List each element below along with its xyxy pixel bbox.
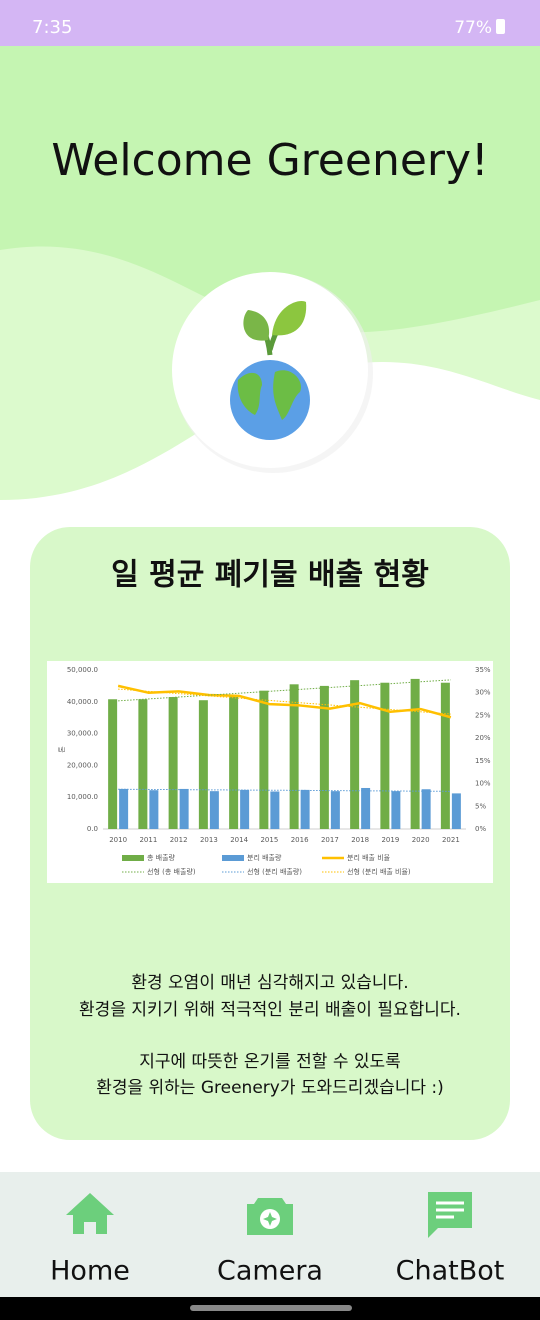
bar bbox=[108, 699, 118, 829]
bar bbox=[240, 789, 250, 829]
bar bbox=[138, 699, 148, 829]
card-text: 지구에 따뜻한 온기를 전할 수 있도록 bbox=[139, 1052, 401, 1072]
y-tick-label: 50,000.0 bbox=[67, 666, 98, 674]
bar bbox=[198, 700, 208, 829]
status-battery: 77% bbox=[454, 18, 492, 38]
x-tick-label: 2010 bbox=[109, 836, 127, 844]
x-tick-label: 2020 bbox=[412, 836, 430, 844]
nav-label[interactable]: ChatBot bbox=[396, 1256, 505, 1287]
bar bbox=[119, 788, 129, 829]
sprout-leaf bbox=[243, 310, 270, 341]
card-title: 일 평균 폐기물 배출 현황 bbox=[111, 558, 429, 593]
status-time: 7:35 bbox=[32, 17, 72, 38]
bar bbox=[451, 793, 461, 829]
nav-camera[interactable]: Camera bbox=[217, 1198, 323, 1287]
y-tick-label: 20,000.0 bbox=[67, 761, 98, 769]
legend-label: 총 배출량 bbox=[147, 853, 176, 862]
y2-tick-label: 30% bbox=[475, 689, 491, 697]
y2-tick-label: 25% bbox=[475, 711, 491, 719]
bar bbox=[361, 787, 371, 829]
chat-lines[interactable] bbox=[436, 1201, 464, 1219]
bar bbox=[391, 791, 401, 829]
bar bbox=[179, 788, 189, 829]
home-icon[interactable] bbox=[66, 1193, 114, 1234]
card-text: 환경을 지키기 위해 적극적인 분리 배출이 필요합니다. bbox=[79, 1000, 461, 1020]
chart: 0.0 10,000.0 20,000.0 30,000.0 40,000.0 50,00… bbox=[58, 666, 491, 876]
bar bbox=[270, 791, 280, 829]
x-tick-label: 2021 bbox=[442, 836, 460, 844]
x-tick-label: 2016 bbox=[291, 836, 309, 844]
x-tick-label: 2014 bbox=[230, 836, 248, 844]
bar bbox=[259, 690, 269, 829]
trend-line bbox=[118, 788, 451, 792]
y2-tick-label: 35% bbox=[475, 666, 491, 674]
y-tick-label: 0.0 bbox=[87, 825, 98, 833]
bar bbox=[229, 695, 239, 829]
bar bbox=[209, 791, 219, 829]
status-bar bbox=[0, 0, 540, 46]
x-tick-label: 2017 bbox=[321, 836, 339, 844]
sprout-leaf bbox=[272, 300, 307, 336]
bar bbox=[300, 789, 310, 829]
x-tick-label: 2019 bbox=[381, 836, 399, 844]
x-tick-label: 2011 bbox=[139, 836, 157, 844]
x-tick-label: 2012 bbox=[170, 836, 188, 844]
bar bbox=[168, 697, 178, 829]
y2-tick-label: 5% bbox=[475, 802, 486, 810]
bar bbox=[330, 791, 340, 829]
y2-tick-label: 15% bbox=[475, 757, 491, 765]
y2-tick-label: 20% bbox=[475, 734, 491, 742]
bar bbox=[350, 680, 360, 829]
camera-star[interactable] bbox=[263, 1212, 277, 1226]
y-tick-label: 30,000.0 bbox=[67, 730, 98, 738]
bar bbox=[410, 678, 420, 829]
earth-land bbox=[237, 370, 301, 420]
legend-swatch bbox=[222, 855, 244, 861]
home-indicator bbox=[190, 1305, 352, 1311]
nav-chatbot[interactable]: ChatBot bbox=[396, 1192, 505, 1287]
bar bbox=[319, 685, 329, 829]
bar bbox=[289, 684, 299, 829]
legend-label: 선형 (분리 배출량) bbox=[247, 867, 302, 876]
y2-tick-label: 0% bbox=[475, 825, 486, 833]
nav-label[interactable]: Camera bbox=[217, 1256, 323, 1287]
card-text: 환경을 위하는 Greenery가 도와드리겠습니다 :) bbox=[96, 1078, 444, 1098]
legend-label: 선형 (분리 배출 비율) bbox=[347, 867, 411, 876]
legend-label: 분리 배출량 bbox=[247, 853, 282, 862]
y-tick-label: 40,000.0 bbox=[67, 698, 98, 706]
header-title: Welcome Greenery! bbox=[51, 135, 488, 186]
battery-icon bbox=[496, 19, 505, 34]
nav-label[interactable]: Home bbox=[50, 1256, 130, 1287]
card-text: 환경 오염이 매년 심각해지고 있습니다. bbox=[131, 973, 408, 993]
x-tick-label: 2015 bbox=[260, 836, 278, 844]
y-tick-label: 10,000.0 bbox=[67, 793, 98, 801]
legend-label: 선형 (총 배출량) bbox=[147, 867, 196, 876]
x-tick-label: 2013 bbox=[200, 836, 218, 844]
bar bbox=[421, 789, 431, 829]
legend-label: 분리 배출 비율 bbox=[347, 853, 391, 862]
nav-home[interactable]: Home bbox=[50, 1193, 130, 1287]
legend-swatch bbox=[122, 855, 144, 861]
line bbox=[117, 684, 452, 719]
bar bbox=[380, 682, 390, 829]
bar bbox=[440, 682, 450, 829]
x-tick-label: 2018 bbox=[351, 836, 369, 844]
y2-tick-label: 10% bbox=[475, 780, 491, 788]
y-axis-label: 톤 bbox=[58, 746, 66, 753]
bar bbox=[149, 790, 159, 829]
